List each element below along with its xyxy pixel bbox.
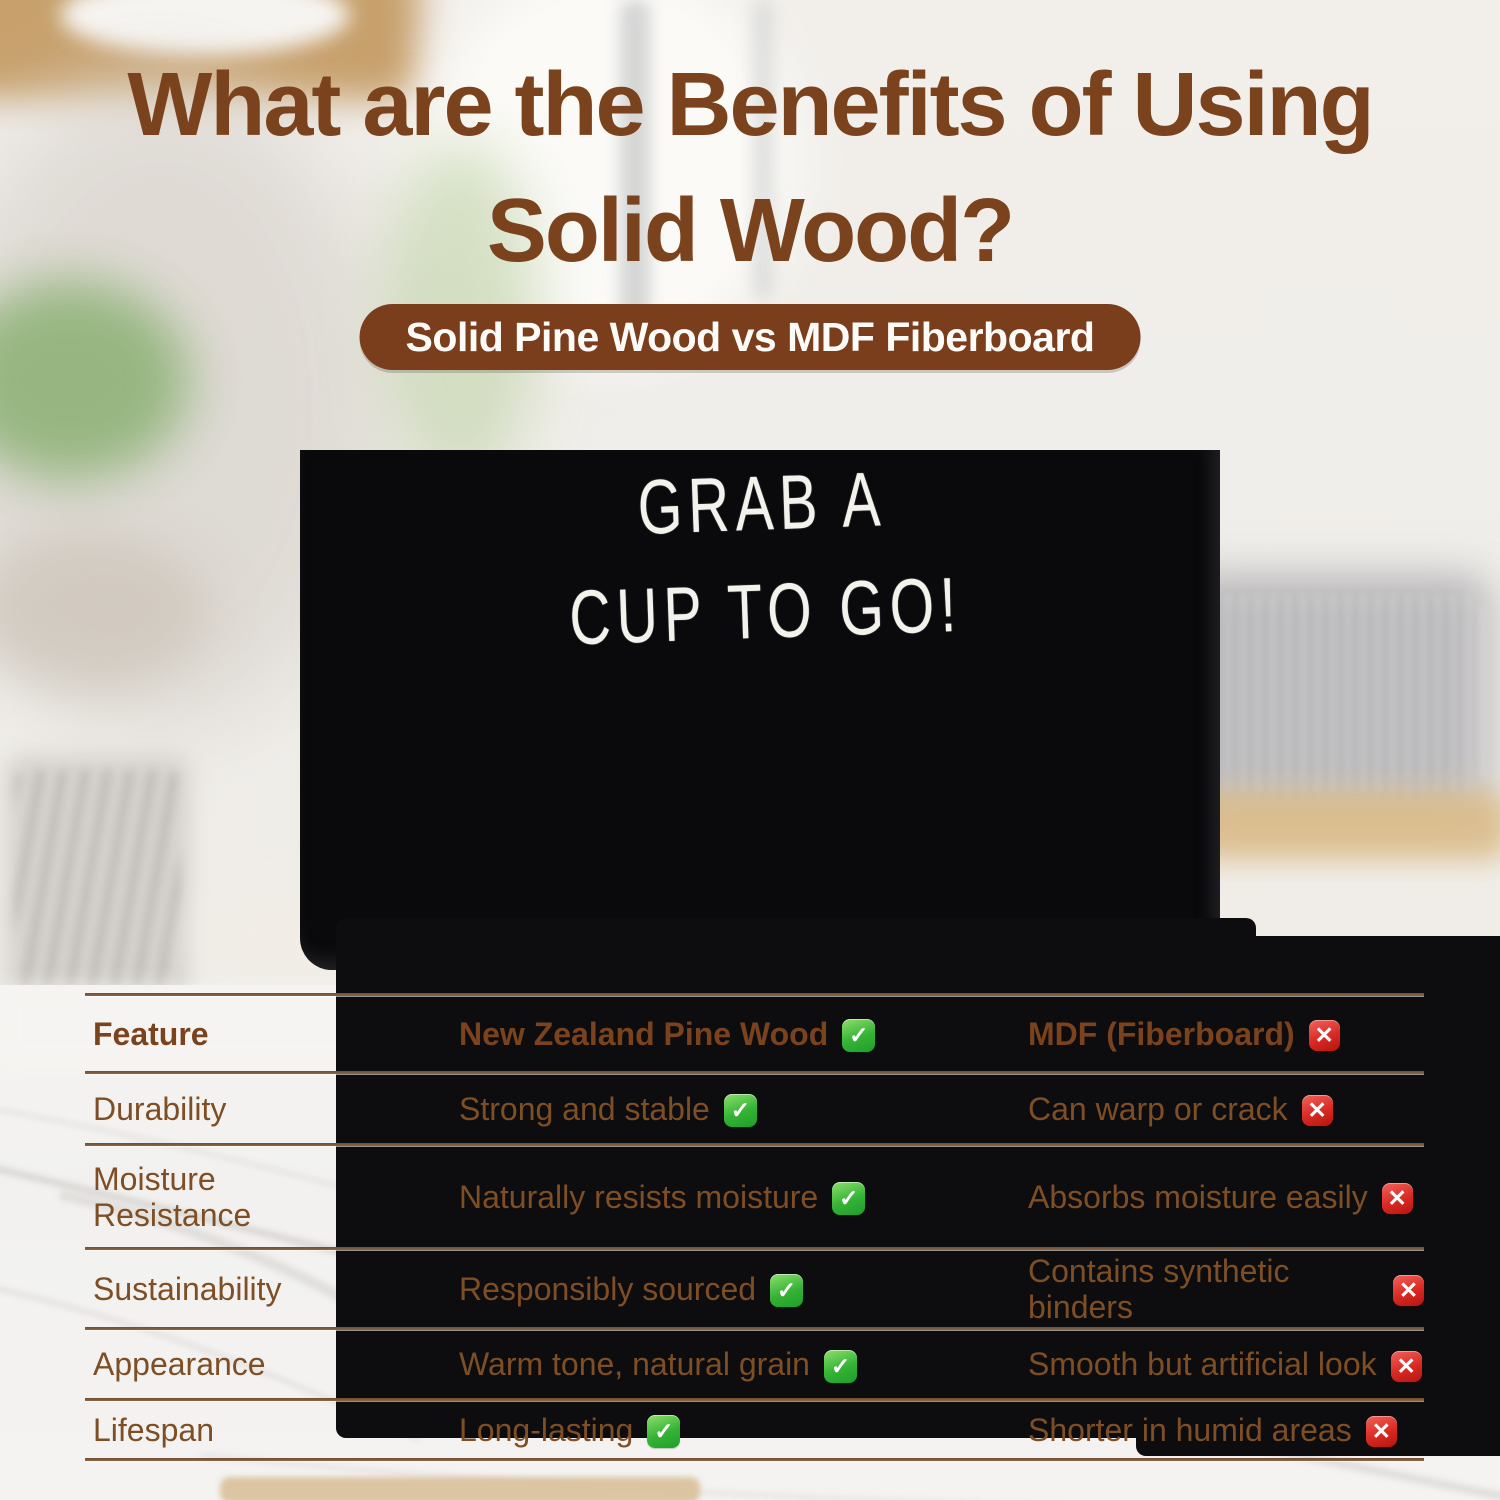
pine-value: Responsibly sourced (459, 1270, 757, 1307)
window-frame-blur (752, 0, 774, 300)
cross-glyph: ✕ (1398, 1277, 1419, 1303)
cross-icon: ✕ (1381, 1183, 1413, 1214)
cross-glyph: ✕ (1387, 1185, 1407, 1211)
caddy-foot (336, 918, 1256, 1438)
sofa-cushion-blur (1180, 575, 1490, 810)
header-feature-label: Feature (93, 1015, 209, 1052)
comparison-table: Feature New Zealand Pine Wood ✓ MDF (Fib… (85, 993, 1424, 1461)
check-icon: ✓ (723, 1094, 757, 1127)
table-divider (85, 1327, 1424, 1330)
check-glyph: ✓ (776, 1277, 797, 1303)
check-glyph: ✓ (730, 1097, 750, 1123)
header-mdf-label: MDF (Fiberboard) (1028, 1015, 1295, 1052)
chair-blur (5, 755, 190, 1005)
pine-value: Strong and stable (459, 1090, 710, 1127)
check-icon: ✓ (842, 1019, 876, 1052)
wood-floor-blur (1180, 790, 1500, 860)
check-glyph: ✓ (830, 1352, 851, 1379)
table-header-row: Feature New Zealand Pine Wood ✓ MDF (Fib… (85, 996, 1424, 1071)
cross-icon: ✕ (1308, 1020, 1340, 1051)
plant-blur (0, 280, 190, 480)
feature-label: Durability (93, 1090, 227, 1127)
mdf-value: Absorbs moisture easily (1028, 1178, 1368, 1215)
table-row: Sustainability Responsibly sourced ✓ Con… (85, 1250, 1424, 1327)
table-divider (85, 1398, 1424, 1401)
cross-icon: ✕ (1393, 1275, 1424, 1306)
table-divider (85, 1143, 1424, 1146)
title-line-2: Solid Wood? (486, 181, 1015, 281)
pine-value: Naturally resists moisture (459, 1178, 819, 1215)
cross-glyph: ✕ (1371, 1418, 1391, 1444)
header-mdf: MDF (Fiberboard) ✕ (1028, 1016, 1424, 1052)
subtitle-badge: Solid Pine Wood vs MDF Fiberboard (359, 304, 1141, 370)
cross-icon: ✕ (1365, 1416, 1397, 1447)
check-icon: ✓ (823, 1349, 857, 1383)
table-divider (85, 1247, 1424, 1250)
check-glyph: ✓ (849, 1022, 869, 1048)
table-row: Moisture Resistance Naturally resists mo… (85, 1146, 1424, 1247)
cross-glyph: ✕ (1307, 1097, 1327, 1123)
table-row: Durability Strong and stable ✓ Can warp … (85, 1074, 1424, 1143)
coffee-caddy-product: GRAB A CUP TO GO! (300, 450, 1500, 1456)
cabinet-blur (0, 530, 210, 690)
mdf-value: Contains synthetic binders (1028, 1252, 1290, 1325)
chair-slats-blur (15, 770, 180, 1000)
mdf-value: Shorter in humid areas (1028, 1411, 1352, 1448)
check-glyph: ✓ (654, 1418, 674, 1444)
mdf-value: Can warp or crack (1028, 1090, 1288, 1127)
header-pine-label: New Zealand Pine Wood (459, 1015, 829, 1052)
check-icon: ✓ (647, 1415, 681, 1448)
cross-icon: ✕ (1301, 1095, 1333, 1126)
feature-label: Lifespan (93, 1411, 214, 1448)
table-divider (85, 1458, 1424, 1461)
check-glyph: ✓ (839, 1185, 859, 1211)
header-feature: Feature (85, 1016, 459, 1052)
pine-value: Warm tone, natural grain (459, 1346, 810, 1382)
header-pine: New Zealand Pine Wood ✓ (459, 1016, 1028, 1052)
check-icon: ✓ (832, 1182, 866, 1215)
feature-label: Appearance (93, 1346, 266, 1382)
table-row: Appearance Warm tone, natural grain ✓ Sm… (85, 1330, 1424, 1398)
cup-dispenser-slot (300, 450, 1220, 970)
cross-glyph: ✕ (1396, 1352, 1416, 1379)
feature-label: Moisture Resistance (93, 1160, 252, 1233)
feature-label: Sustainability (93, 1270, 282, 1307)
table-row: Lifespan Long-lasting ✓ Shorter in humid… (85, 1401, 1424, 1458)
cross-icon: ✕ (1390, 1350, 1422, 1382)
table-divider (85, 1071, 1424, 1074)
mdf-value: Smooth but artificial look (1028, 1346, 1377, 1382)
table-divider (85, 993, 1424, 996)
page-title: What are the Benefits of Using Solid Woo… (0, 42, 1500, 294)
pine-value: Long-lasting (459, 1411, 634, 1448)
title-line-1: What are the Benefits of Using (127, 55, 1374, 155)
window-frame-blur (620, 0, 650, 330)
cross-glyph: ✕ (1314, 1022, 1334, 1048)
check-icon: ✓ (770, 1274, 804, 1307)
sofa-stripes-blur (1195, 595, 1485, 795)
